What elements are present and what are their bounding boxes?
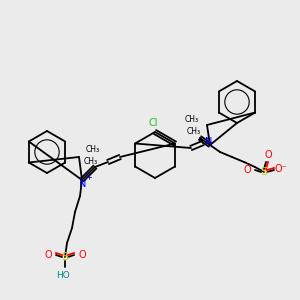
Text: CH₃: CH₃ — [187, 128, 201, 136]
Text: O: O — [78, 250, 86, 260]
Text: O: O — [243, 165, 251, 175]
Text: N: N — [205, 137, 213, 147]
Text: HO: HO — [56, 271, 70, 280]
Text: O⁻: O⁻ — [274, 164, 287, 174]
Text: O: O — [44, 250, 52, 260]
Text: Cl: Cl — [148, 118, 158, 128]
Text: S: S — [61, 252, 69, 262]
Text: S: S — [260, 167, 268, 177]
Text: CH₃: CH₃ — [185, 116, 199, 124]
Text: N: N — [79, 179, 87, 189]
Text: CH₃: CH₃ — [84, 158, 98, 166]
Text: +: + — [85, 173, 92, 182]
Text: CH₃: CH₃ — [86, 145, 100, 154]
Text: O: O — [264, 150, 272, 160]
